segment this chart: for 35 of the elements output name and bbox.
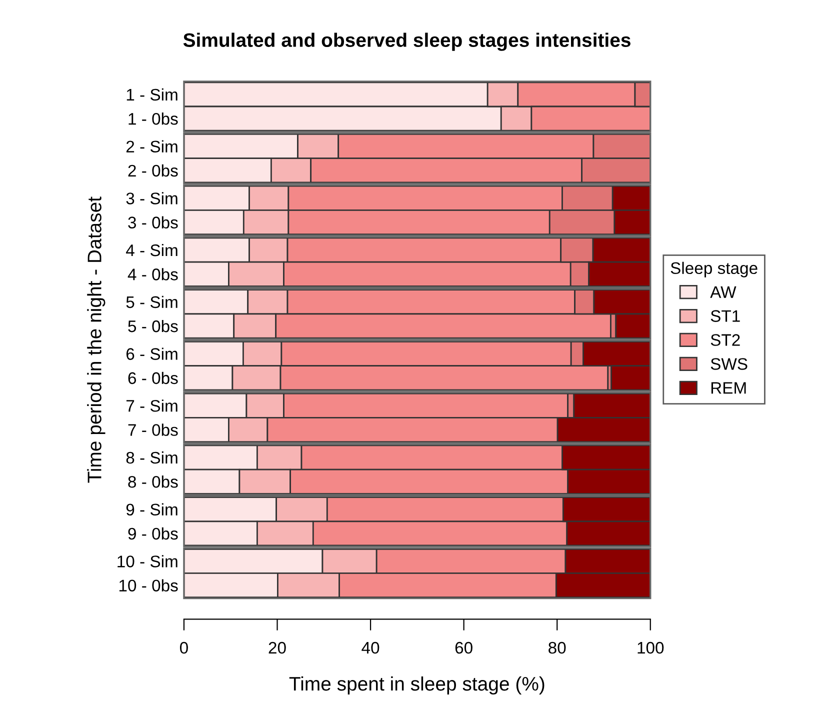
y-tick-label: 1 - 0bs xyxy=(128,112,178,125)
y-tick-label: 10 - Sim xyxy=(118,555,178,568)
y-tick-label: 4 - Sim xyxy=(126,244,178,256)
x-axis-title: Time spent in sleep stage (%) xyxy=(289,676,544,695)
y-tick-label: 2 - Sim xyxy=(126,140,178,153)
x-tick-label: 60 xyxy=(455,642,472,654)
y-tick-label: 6 - 0bs xyxy=(128,372,178,384)
y-tick-label: 5 - 0bs xyxy=(128,320,178,332)
y-tick-label: 6 - Sim xyxy=(126,348,178,360)
y-tick-label: 4 - 0bs xyxy=(128,268,178,280)
legend-label: ST1 xyxy=(710,310,740,322)
chart-title: Simulated and observed sleep stages intensities xyxy=(183,32,630,51)
legend-label: SWS xyxy=(710,358,748,370)
y-tick-label: 7 - 0bs xyxy=(128,424,178,436)
legend-label: AW xyxy=(710,286,736,298)
y-tick-label: 3 - Sim xyxy=(126,192,178,204)
legend-label: REM xyxy=(711,382,746,394)
y-tick-label: 8 - 0bs xyxy=(128,476,178,488)
x-tick-label: 0 xyxy=(180,642,188,654)
x-tick-label: 40 xyxy=(362,642,380,654)
y-tick-label: 9 - 0bs xyxy=(128,527,178,540)
y-tick-label: 1 - Sim xyxy=(126,88,178,101)
x-tick-label: 80 xyxy=(548,642,566,654)
y-axis-title: Time period in the night - Dataset xyxy=(87,196,106,483)
legend-title: Sleep stage xyxy=(670,262,758,278)
y-tick-label: 2 - 0bs xyxy=(128,164,178,177)
y-tick-label: 8 - Sim xyxy=(126,451,178,464)
y-tick-label: 10 - 0bs xyxy=(119,579,178,592)
y-tick-label: 3 - 0bs xyxy=(128,216,178,228)
y-tick-label: 5 - Sim xyxy=(126,296,178,308)
y-tick-label: 9 - Sim xyxy=(126,503,178,516)
x-tick-label: 100 xyxy=(638,642,664,654)
y-tick-label: 7 - Sim xyxy=(126,400,178,412)
x-tick-label: 20 xyxy=(268,642,286,654)
legend-label: ST2 xyxy=(710,334,740,346)
